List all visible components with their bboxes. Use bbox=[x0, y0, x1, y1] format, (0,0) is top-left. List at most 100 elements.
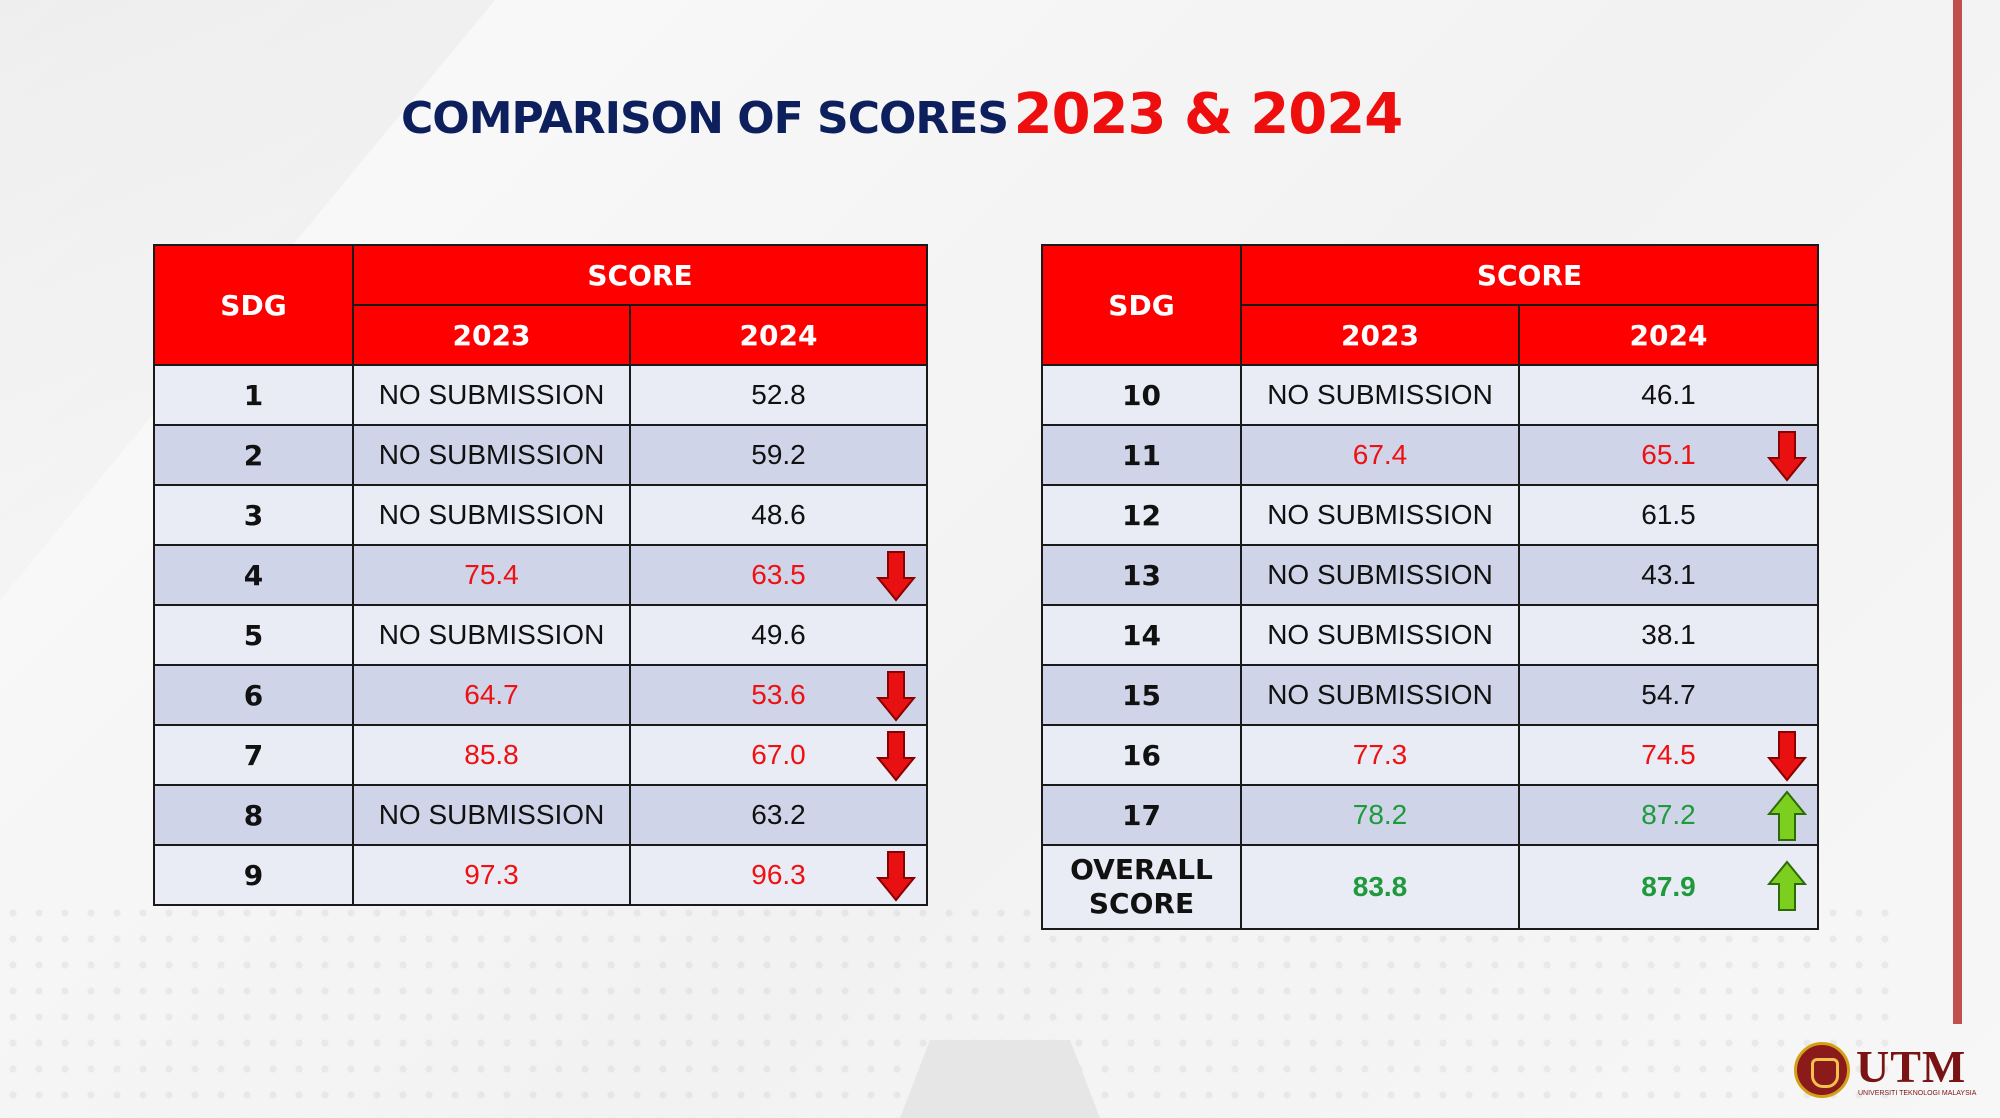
score-2024: 49.6 bbox=[629, 604, 928, 666]
title-text: COMPARISON OF SCORES bbox=[401, 93, 1009, 144]
score-2024: 74.5 bbox=[1518, 724, 1819, 786]
page-title: COMPARISON OF SCORES 2023 & 2024 bbox=[401, 82, 1501, 152]
score-2023: NO SUBMISSION bbox=[1240, 364, 1520, 426]
arrow-down-icon bbox=[1767, 431, 1807, 482]
score-2023: NO SUBMISSION bbox=[1240, 544, 1520, 606]
score-2024: 63.2 bbox=[629, 784, 928, 846]
arrow-down-icon bbox=[876, 851, 916, 902]
overall-score-2024-value: 87.9 bbox=[1641, 871, 1696, 902]
overall-score-label: OVERALL SCORE bbox=[1041, 844, 1242, 930]
score-2023: NO SUBMISSION bbox=[352, 484, 631, 546]
table-row: 2 NO SUBMISSION 59.2 bbox=[153, 424, 928, 486]
score-2024-value: 87.2 bbox=[1641, 799, 1696, 830]
score-2024: 87.2 bbox=[1518, 784, 1819, 846]
score-2024: 59.2 bbox=[629, 424, 928, 486]
sdg-number: 9 bbox=[153, 844, 354, 906]
score-2024-value: 96.3 bbox=[751, 859, 806, 890]
score-2024-value: 74.5 bbox=[1641, 739, 1696, 770]
score-2024-value: 59.2 bbox=[751, 439, 806, 470]
score-table-left: SDG SCORE 2023 2024 1 NO SUBMISSION 52.8 2 N… bbox=[153, 244, 928, 906]
sdg-number: 3 bbox=[153, 484, 354, 546]
table-row: 6 64.7 53.6 bbox=[153, 664, 928, 726]
table-row: 1 NO SUBMISSION 52.8 bbox=[153, 364, 928, 426]
score-2024-value: 65.1 bbox=[1641, 439, 1696, 470]
title-years: 2023 & 2024 bbox=[1013, 82, 1404, 147]
score-2024-value: 63.2 bbox=[751, 799, 806, 830]
sdg-number: 17 bbox=[1041, 784, 1242, 846]
score-2024: 48.6 bbox=[629, 484, 928, 546]
score-2024-value: 43.1 bbox=[1641, 559, 1696, 590]
arrow-down-icon bbox=[876, 671, 916, 722]
table-row: 4 75.4 63.5 bbox=[153, 544, 928, 606]
arrow-up-icon bbox=[1767, 860, 1807, 911]
sdg-number: 4 bbox=[153, 544, 354, 606]
table-row: 8 NO SUBMISSION 63.2 bbox=[153, 784, 928, 846]
score-2024-value: 48.6 bbox=[751, 499, 806, 530]
arrow-down-icon bbox=[876, 731, 916, 782]
overall-label-line2: SCORE bbox=[1088, 887, 1195, 920]
sdg-number: 11 bbox=[1041, 424, 1242, 486]
score-2024-value: 67.0 bbox=[751, 739, 806, 770]
header-sdg: SDG bbox=[1041, 244, 1242, 366]
logo-wordmark: UTM bbox=[1856, 1041, 1967, 1092]
overall-label-line1: OVERALL bbox=[1070, 853, 1213, 886]
table-row: 13 NO SUBMISSION 43.1 bbox=[1041, 544, 1819, 606]
table-row: 12 NO SUBMISSION 61.5 bbox=[1041, 484, 1819, 546]
sdg-number: 12 bbox=[1041, 484, 1242, 546]
score-2024: 65.1 bbox=[1518, 424, 1819, 486]
score-2023: NO SUBMISSION bbox=[352, 604, 631, 666]
score-2024: 67.0 bbox=[629, 724, 928, 786]
utm-logo: UTM UNIVERSITI TEKNOLOGI MALAYSIA bbox=[1794, 1041, 1977, 1104]
sdg-number: 10 bbox=[1041, 364, 1242, 426]
arrow-down-icon bbox=[1767, 731, 1807, 782]
score-2023: 78.2 bbox=[1240, 784, 1520, 846]
sdg-number: 7 bbox=[153, 724, 354, 786]
score-2024-value: 49.6 bbox=[751, 619, 806, 650]
score-2024-value: 38.1 bbox=[1641, 619, 1696, 650]
accent-bar bbox=[1953, 0, 1962, 1024]
table-row: 5 NO SUBMISSION 49.6 bbox=[153, 604, 928, 666]
table-row: 17 78.2 87.2 bbox=[1041, 784, 1819, 846]
sdg-number: 2 bbox=[153, 424, 354, 486]
table-row: 10 NO SUBMISSION 46.1 bbox=[1041, 364, 1819, 426]
header-score: SCORE bbox=[352, 244, 928, 306]
arrow-down-icon bbox=[876, 551, 916, 602]
arrow-up-icon bbox=[1767, 790, 1807, 841]
score-2023: 77.3 bbox=[1240, 724, 1520, 786]
score-2023: 75.4 bbox=[352, 544, 631, 606]
table-row: 15 NO SUBMISSION 54.7 bbox=[1041, 664, 1819, 726]
university-seal-icon bbox=[1794, 1042, 1850, 1098]
score-2024: 53.6 bbox=[629, 664, 928, 726]
score-2024: 52.8 bbox=[629, 364, 928, 426]
sdg-number: 16 bbox=[1041, 724, 1242, 786]
header-score: SCORE bbox=[1240, 244, 1819, 306]
sdg-number: 1 bbox=[153, 364, 354, 426]
score-2023: 85.8 bbox=[352, 724, 631, 786]
score-2024-value: 53.6 bbox=[751, 679, 806, 710]
score-table-right: SDG SCORE 2023 2024 10 NO SUBMISSION 46.1 1… bbox=[1041, 244, 1819, 930]
score-2024: 54.7 bbox=[1518, 664, 1819, 726]
score-2024-value: 46.1 bbox=[1641, 379, 1696, 410]
sdg-number: 6 bbox=[153, 664, 354, 726]
score-2024: 96.3 bbox=[629, 844, 928, 906]
score-2023: 64.7 bbox=[352, 664, 631, 726]
header-2024: 2024 bbox=[1518, 304, 1819, 366]
score-2024-value: 54.7 bbox=[1641, 679, 1696, 710]
header-2024: 2024 bbox=[629, 304, 928, 366]
header-2023: 2023 bbox=[352, 304, 631, 366]
score-2024: 43.1 bbox=[1518, 544, 1819, 606]
background-dot-pattern bbox=[0, 900, 1900, 1118]
score-2023: NO SUBMISSION bbox=[1240, 484, 1520, 546]
score-2023: NO SUBMISSION bbox=[352, 364, 631, 426]
overall-score-row: OVERALL SCORE 83.8 87.9 bbox=[1041, 844, 1819, 930]
sdg-number: 15 bbox=[1041, 664, 1242, 726]
table-row: 7 85.8 67.0 bbox=[153, 724, 928, 786]
sdg-number: 5 bbox=[153, 604, 354, 666]
overall-score-2023: 83.8 bbox=[1240, 844, 1520, 930]
logo-subtitle: UNIVERSITI TEKNOLOGI MALAYSIA bbox=[1858, 1090, 1977, 1097]
sdg-number: 13 bbox=[1041, 544, 1242, 606]
table-row: 9 97.3 96.3 bbox=[153, 844, 928, 906]
background-shape-bottom bbox=[900, 1040, 1100, 1118]
overall-score-2024: 87.9 bbox=[1518, 844, 1819, 930]
score-2024-value: 63.5 bbox=[751, 559, 806, 590]
